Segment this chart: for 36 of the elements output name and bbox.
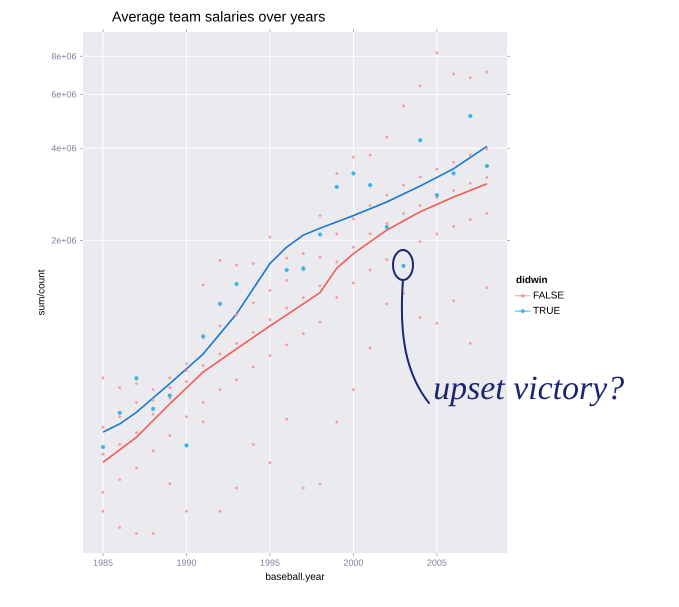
point: [234, 282, 239, 286]
point: [351, 171, 356, 176]
y-tick-label: 8e+06: [52, 53, 76, 60]
point: [100, 444, 106, 450]
legend-title: didwin: [516, 276, 547, 284]
annotation: upset victory?: [434, 376, 624, 406]
point: [401, 264, 406, 268]
x-axis-title: baseball.year: [266, 572, 324, 582]
y-axis-title: sum/count: [37, 270, 44, 316]
point: [318, 232, 322, 237]
point: [334, 184, 339, 190]
point: [168, 393, 172, 398]
chart-title: Average team salaries over years: [112, 11, 325, 24]
point: [134, 376, 139, 380]
point: [484, 164, 490, 168]
y-tick-label: 6e+06: [52, 91, 76, 98]
point: [151, 406, 156, 412]
legend-label: TRUE: [533, 306, 560, 314]
x-tick-label: 1985: [94, 559, 113, 566]
legend-label: FALSE: [534, 292, 564, 299]
x-tick-label: 2000: [344, 559, 364, 566]
point: [118, 410, 122, 415]
x-tick-label: 1990: [177, 559, 196, 566]
point: [434, 193, 439, 198]
point: [451, 171, 456, 176]
x-tick-label: 1995: [260, 559, 280, 566]
point: [418, 138, 422, 142]
point: [368, 183, 372, 188]
x-tick-label: 2005: [427, 559, 446, 566]
point: [218, 302, 222, 306]
point: [384, 224, 389, 230]
point: [468, 114, 472, 118]
y-tick-label: 4e+06: [52, 145, 76, 152]
y-tick-label: 2e+06: [52, 237, 76, 244]
point: [184, 443, 189, 448]
point: [284, 268, 289, 272]
